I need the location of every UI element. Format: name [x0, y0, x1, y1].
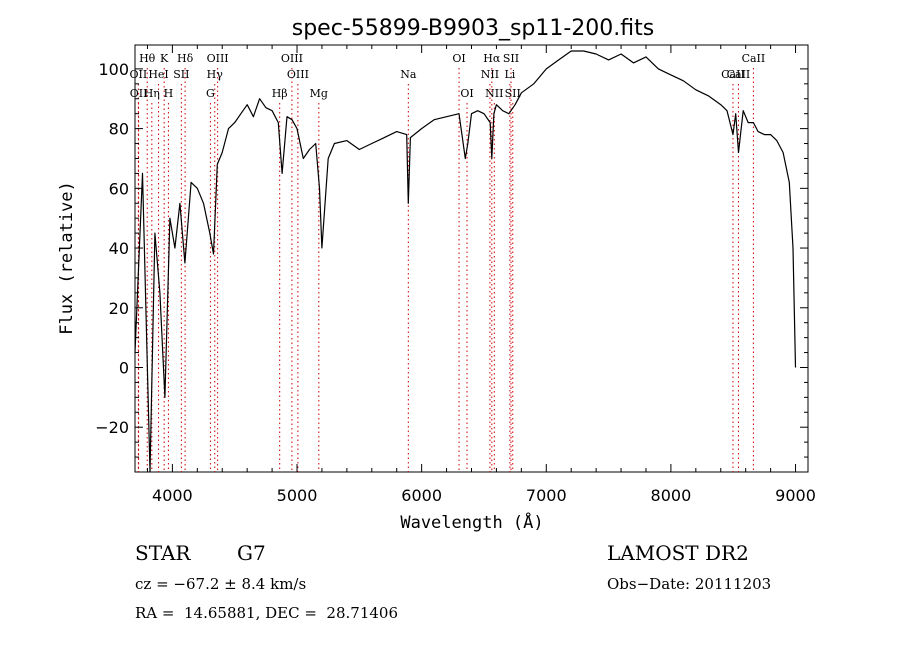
- object-class: STAR: [135, 541, 191, 565]
- line-marker-label: SII: [503, 52, 519, 65]
- line-marker-label: Hθ: [139, 52, 156, 65]
- y-tick-label: 60: [109, 179, 129, 198]
- line-marker-label: Mg: [310, 87, 328, 100]
- x-tick-label: 4000: [152, 486, 193, 505]
- line-marker-label: OI: [452, 52, 465, 65]
- series-group: [134, 50, 797, 473]
- line-marker-label: G: [206, 87, 215, 100]
- line-marker-label: K: [160, 52, 169, 65]
- line-marker-label: NII: [481, 68, 499, 81]
- plot-frame: [134, 44, 809, 473]
- spectrum-line: [134, 50, 797, 473]
- y-axis-label: Flux (relative): [57, 181, 77, 335]
- axis-ticks: 4000 5000 6000 7000 8000 9000 −20 0 20 40 60 80 100: [95, 45, 816, 505]
- y-tick-label: 100: [98, 60, 129, 79]
- line-marker-label: Hα: [483, 52, 501, 65]
- x-tick-label: 9000: [775, 486, 816, 505]
- x-tick-label: 8000: [651, 486, 692, 505]
- x-axis-label: Wavelength (Å): [400, 511, 543, 533]
- redshift-text: cz = −67.2 ± 8.4 km/s: [135, 575, 307, 593]
- chart-title: spec-55899-B9903_sp11-200.fits: [292, 16, 655, 41]
- x-tick-label: 5000: [277, 486, 318, 505]
- obs-date: Obs−Date: 20111203: [607, 575, 772, 593]
- x-tick-label: 7000: [526, 486, 567, 505]
- line-marker-label: OIII: [287, 68, 309, 81]
- line-marker-label: Li: [504, 68, 515, 81]
- line-marker-label: SII: [505, 87, 521, 100]
- line-marker-label: Na: [400, 68, 417, 81]
- line-marker-label: HeI: [148, 68, 168, 81]
- coordinates: RA = 14.65881, DEC = 28.71406: [135, 604, 399, 622]
- survey-name: LAMOST DR2: [607, 541, 749, 565]
- x-tick-label: 6000: [401, 486, 442, 505]
- line-marker-label: OIII: [207, 52, 229, 65]
- line-marker-label: CaII: [742, 52, 766, 65]
- line-marker-label: Hδ: [177, 52, 194, 65]
- line-marker-label: Hγ: [207, 68, 224, 81]
- y-tick-label: −20: [95, 418, 129, 437]
- line-marker-label: SII: [173, 68, 189, 81]
- line-marker-label: OIII: [281, 52, 303, 65]
- line-marker-label: Hβ: [272, 87, 288, 100]
- line-marker-label: OII: [130, 68, 148, 81]
- y-tick-label: 0: [119, 358, 129, 377]
- object-subclass: G7: [237, 541, 266, 565]
- y-tick-label: 40: [109, 239, 129, 258]
- line-marker-label: OII: [130, 87, 148, 100]
- line-marker-label: NII: [485, 87, 503, 100]
- y-tick-label: 20: [109, 299, 129, 318]
- line-marker-label: CaII: [727, 68, 751, 81]
- line-marker-label: Hη: [144, 87, 160, 100]
- line-marker-label: CaII: [721, 68, 745, 81]
- line-marker-label: OI: [460, 87, 473, 100]
- y-tick-label: 80: [109, 120, 129, 139]
- line-marker-label: H: [164, 87, 174, 100]
